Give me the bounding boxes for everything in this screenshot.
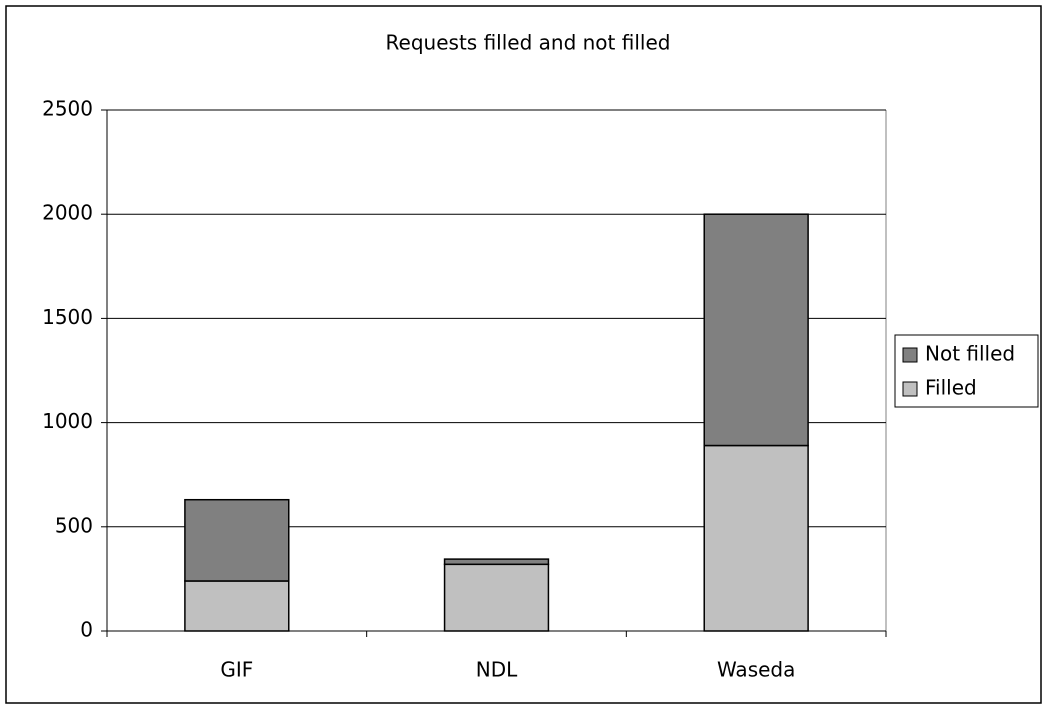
legend-swatch bbox=[902, 381, 918, 397]
legend-box bbox=[894, 334, 1039, 408]
x-tick-label: GIF bbox=[220, 658, 253, 682]
legend-label: Not filled bbox=[925, 342, 1015, 366]
legend-label: Filled bbox=[925, 376, 977, 400]
bar-segment bbox=[703, 444, 809, 632]
legend-swatch bbox=[902, 347, 918, 363]
y-tick-label: 2500 bbox=[42, 97, 93, 121]
y-tick-label: 2000 bbox=[42, 201, 93, 225]
x-tick-label: NDL bbox=[476, 658, 518, 682]
bar-segment bbox=[184, 498, 290, 582]
y-tick-label: 0 bbox=[80, 618, 93, 642]
bar-segment bbox=[703, 213, 809, 447]
x-tick-label: Waseda bbox=[717, 658, 795, 682]
y-tick-label: 500 bbox=[55, 513, 93, 537]
y-tick-label: 1000 bbox=[42, 409, 93, 433]
y-tick-label: 1500 bbox=[42, 305, 93, 329]
bar-segment bbox=[443, 563, 550, 632]
chart-title: Requests filled and not filled bbox=[386, 31, 671, 55]
bar-segment bbox=[443, 558, 550, 566]
bar-segment bbox=[184, 580, 290, 632]
